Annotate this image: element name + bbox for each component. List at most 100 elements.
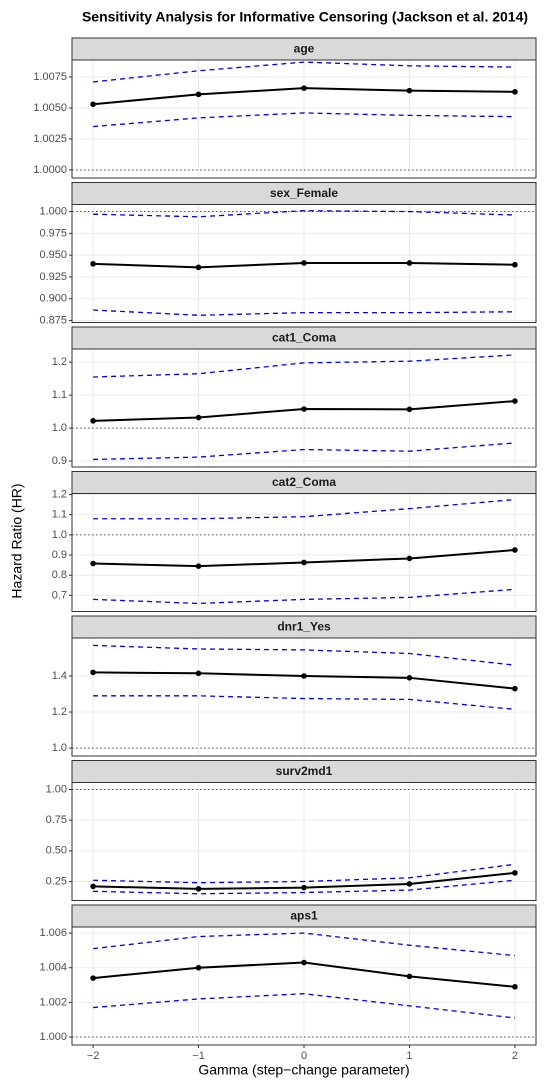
- point: [301, 85, 307, 91]
- y-tick-label: 1.006: [39, 927, 67, 939]
- series-line: [93, 932, 515, 957]
- panel-title: cat1_Coma: [272, 331, 336, 345]
- point: [406, 555, 413, 562]
- panel-title: age: [294, 42, 315, 56]
- point: [406, 260, 413, 266]
- series-line: [93, 442, 515, 461]
- point: [90, 975, 96, 981]
- panel-title: dnr1_Yes: [277, 620, 331, 634]
- panel-title: aps1: [290, 909, 318, 923]
- panel-border: [71, 782, 537, 901]
- y-tick-label: 0.9: [52, 455, 67, 467]
- y-tick-label: 1.0: [52, 742, 67, 754]
- point: [90, 669, 96, 676]
- series-line: [93, 879, 515, 895]
- point: [512, 983, 518, 990]
- series-line: [93, 61, 515, 83]
- point: [301, 959, 307, 966]
- series-line: [93, 309, 515, 316]
- y-tick-label: 1.00: [46, 783, 67, 795]
- point: [512, 398, 518, 404]
- x-tick-label: 1: [406, 1050, 412, 1062]
- point: [512, 685, 518, 692]
- point: [301, 260, 307, 266]
- series-line: [93, 112, 515, 128]
- y-tick-label: 0.25: [46, 875, 67, 887]
- y-tick-label: 0.900: [39, 293, 67, 305]
- panel-title: surv2md1: [276, 764, 333, 778]
- point: [195, 670, 202, 677]
- y-tick-label: 1.0075: [33, 71, 67, 83]
- y-tick-label: 0.875: [39, 314, 67, 326]
- y-tick-label: 0.50: [46, 845, 67, 857]
- point: [301, 673, 307, 679]
- point: [301, 406, 307, 412]
- y-tick-label: 0.8: [52, 569, 67, 581]
- panel-title: cat2_Coma: [272, 475, 336, 489]
- panel-title: sex_Female: [270, 186, 338, 200]
- point: [195, 91, 202, 98]
- point: [90, 560, 96, 567]
- point: [512, 870, 518, 876]
- point: [301, 559, 307, 566]
- point: [406, 87, 413, 94]
- series-line: [93, 695, 515, 710]
- y-tick-label: 0.950: [39, 249, 67, 261]
- point: [195, 563, 202, 569]
- panel-border: [71, 204, 537, 323]
- y-tick-label: 1.002: [39, 996, 67, 1008]
- series-line: [93, 210, 515, 218]
- point: [406, 406, 413, 413]
- panel-border: [71, 59, 537, 179]
- y-tick-label: 1.4: [52, 670, 67, 682]
- y-tick-label: 1.1: [52, 509, 67, 521]
- x-tick-label: 2: [512, 1050, 518, 1062]
- y-tick-label: 1.2: [52, 356, 67, 368]
- point: [90, 418, 96, 424]
- point: [406, 881, 413, 887]
- panel-border: [71, 348, 537, 468]
- y-tick-label: 0.975: [39, 227, 67, 239]
- panel-border: [71, 637, 537, 757]
- y-tick-label: 1.004: [39, 962, 67, 974]
- point: [195, 264, 202, 271]
- series-line: [93, 588, 515, 605]
- chart-title: Sensitivity Analysis for Informative Cen…: [82, 9, 528, 25]
- point: [406, 973, 413, 980]
- y-tick-label: 1.2: [52, 488, 67, 500]
- series-line: [93, 354, 515, 378]
- x-tick-label: 0: [301, 1050, 307, 1062]
- series-line: [93, 498, 515, 520]
- x-tick-label: −2: [87, 1050, 100, 1062]
- point: [90, 883, 96, 890]
- y-tick-label: 1.0: [52, 529, 67, 541]
- y-tick-label: 1.0050: [33, 102, 67, 114]
- point: [406, 675, 413, 681]
- y-tick-label: 1.000: [39, 205, 67, 217]
- point: [195, 964, 202, 971]
- y-axis-label: Hazard Ratio (HR): [9, 483, 25, 598]
- point: [512, 547, 518, 553]
- x-axis-label: Gamma (step−change parameter): [198, 1062, 409, 1078]
- point: [195, 886, 202, 892]
- series-line: [93, 863, 515, 884]
- point: [90, 261, 96, 267]
- y-tick-label: 1.2: [52, 706, 67, 718]
- y-tick-label: 1.0000: [33, 164, 67, 176]
- y-tick-label: 0.925: [39, 271, 67, 283]
- x-tick-label: −1: [192, 1050, 205, 1062]
- y-tick-label: 1.0025: [33, 133, 67, 145]
- point: [195, 414, 202, 421]
- y-tick-label: 1.1: [52, 389, 67, 401]
- series-line: [93, 993, 515, 1019]
- y-tick-label: 1.000: [39, 1031, 67, 1043]
- panel-border: [71, 493, 537, 612]
- point: [301, 884, 307, 891]
- point: [512, 89, 518, 95]
- y-tick-label: 0.7: [52, 589, 67, 601]
- point: [512, 261, 518, 268]
- series-line: [93, 644, 515, 666]
- y-tick-label: 0.75: [46, 814, 67, 826]
- point: [90, 101, 96, 108]
